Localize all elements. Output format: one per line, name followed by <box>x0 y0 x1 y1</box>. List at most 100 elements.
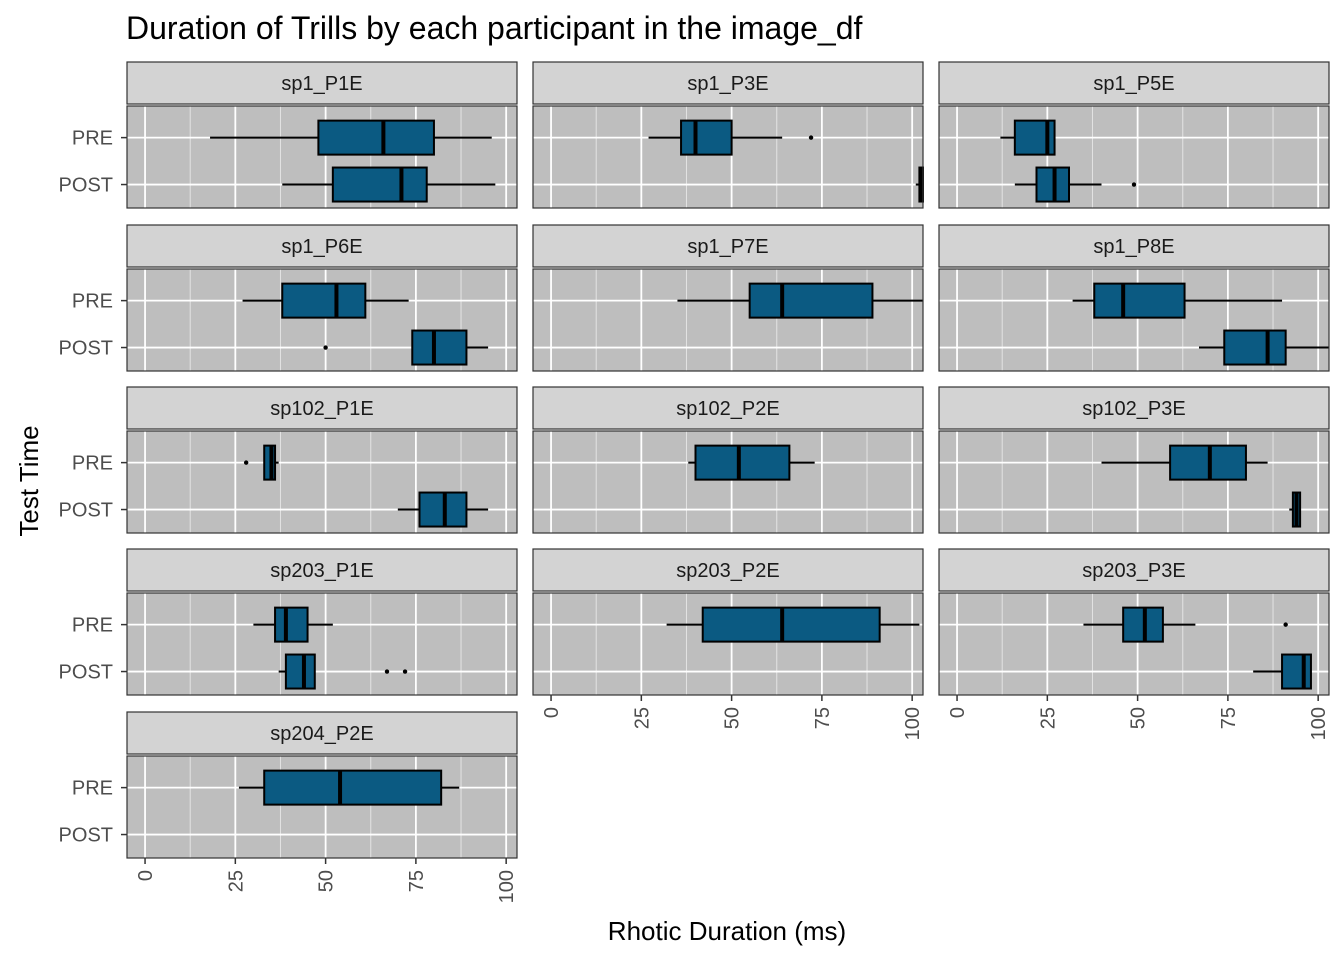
facet-panel: sp102_P1E PRE POST <box>59 386 518 534</box>
facet-panel: sp102_P3E <box>938 386 1330 534</box>
panel-border <box>532 105 924 209</box>
facet-panel: sp203_P3E 0 25 50 75 100 <box>938 548 1330 740</box>
y-tick-label: POST <box>59 338 113 360</box>
panel-border <box>938 592 1330 696</box>
boxplot-post <box>1199 329 1329 366</box>
boxplot-pre <box>677 282 923 319</box>
facet-label: sp1_P3E <box>687 73 768 95</box>
outlier-point <box>384 669 390 674</box>
x-tick-label: 0 <box>947 707 969 718</box>
boxplot-post <box>323 329 489 366</box>
facet-strip <box>126 711 518 755</box>
facet-strip <box>532 61 924 105</box>
boxplot-pre <box>1101 444 1268 481</box>
boxplot-pre <box>1000 119 1056 156</box>
boxplot-post <box>278 653 408 690</box>
box-iqr <box>284 653 316 690</box>
y-tick-label: PRE <box>72 291 113 313</box>
x-tick-label: 100 <box>496 870 518 903</box>
facet-panel: sp1_P6E PRE POST <box>59 224 518 372</box>
outlier-point <box>1283 622 1288 627</box>
box-iqr <box>694 444 791 481</box>
y-tick-label: POST <box>59 662 113 684</box>
boxplot-pre <box>243 444 279 481</box>
facet-panel: sp1_P1E PRE POST <box>59 61 518 209</box>
boxplot-pre <box>1072 282 1283 319</box>
boxplot-pre <box>666 606 920 643</box>
panel-border <box>126 430 518 534</box>
facet-label: sp204_P2E <box>270 723 373 745</box>
facet-label: sp1_P1E <box>281 73 362 95</box>
facet-label: sp203_P3E <box>1082 560 1185 582</box>
panel-border <box>126 105 518 209</box>
boxplot-pre <box>238 769 460 806</box>
boxplot-post <box>282 166 496 203</box>
facet-label: sp1_P5E <box>1093 73 1174 95</box>
box-iqr <box>317 119 435 156</box>
facet-strip <box>938 61 1330 105</box>
x-tick-label: 25 <box>631 707 653 729</box>
box-iqr <box>263 769 443 806</box>
facet-strip <box>938 548 1330 592</box>
panel-border <box>938 430 1330 534</box>
plot-background <box>939 106 1329 208</box>
box-iqr <box>411 329 468 366</box>
outlier-point <box>402 669 408 674</box>
facet-label: sp203_P2E <box>676 560 779 582</box>
panel-border <box>126 755 518 859</box>
facet-panel: sp1_P7E <box>532 224 924 372</box>
x-tick-label: 0 <box>135 870 157 881</box>
x-tick-label: 50 <box>1128 707 1150 729</box>
panel-border <box>126 592 518 696</box>
panel-border <box>532 592 924 696</box>
box-iqr <box>1093 282 1186 319</box>
x-axis-label: Rhotic Duration (ms) <box>608 916 846 946</box>
boxplot-pre <box>253 606 333 643</box>
facet-label: sp1_P6E <box>281 236 362 258</box>
y-tick-label: PRE <box>72 453 113 475</box>
facet-label: sp1_P7E <box>687 236 768 258</box>
box-iqr <box>701 606 881 643</box>
x-tick-label: 25 <box>225 870 247 892</box>
facet-panels: sp1_P1E PRE POST sp1_P3E sp1_P5E sp1_P6E PRE PO… <box>59 61 1330 903</box>
box-iqr <box>1281 653 1312 690</box>
boxplot-pre <box>1083 606 1288 643</box>
y-axis-label: Test Time <box>14 425 44 536</box>
facet-strip <box>532 224 924 268</box>
plot-background <box>127 593 517 695</box>
facet-strip <box>126 224 518 268</box>
outlier-point <box>243 460 249 465</box>
boxplot-post <box>1289 491 1302 528</box>
x-tick-label: 75 <box>812 707 834 729</box>
x-tick-label: 100 <box>1308 707 1330 740</box>
box-iqr <box>281 282 367 319</box>
facet-strip <box>126 548 518 592</box>
y-tick-label: POST <box>59 500 113 522</box>
facet-label: sp1_P8E <box>1093 236 1174 258</box>
facet-panel: sp203_P1E PRE POST <box>59 548 518 696</box>
facet-label: sp102_P1E <box>270 398 373 420</box>
panel-border <box>532 430 924 534</box>
facet-panel: sp203_P2E 0 25 50 75 100 <box>532 548 924 740</box>
boxplot-pre <box>210 119 492 156</box>
facet-panel: sp1_P8E <box>938 224 1330 372</box>
panel-border <box>532 268 924 372</box>
boxplot-post <box>397 491 489 528</box>
plot-background <box>939 431 1329 533</box>
x-tick-label: 0 <box>541 707 563 718</box>
y-tick-label: POST <box>59 175 113 197</box>
facet-panel: sp1_P5E <box>938 61 1330 209</box>
panel-border <box>126 268 518 372</box>
boxplot-pre <box>242 282 409 319</box>
facet-strip <box>126 61 518 105</box>
x-tick-label: 25 <box>1037 707 1059 729</box>
x-tick-label: 75 <box>406 870 428 892</box>
boxplot-post <box>1253 653 1312 690</box>
outlier-point <box>323 345 328 350</box>
box-iqr <box>680 119 733 156</box>
box-iqr <box>274 606 309 643</box>
x-tick-label: 50 <box>316 870 338 892</box>
panel-border <box>938 268 1330 372</box>
facet-panel: sp102_P2E <box>532 386 924 534</box>
